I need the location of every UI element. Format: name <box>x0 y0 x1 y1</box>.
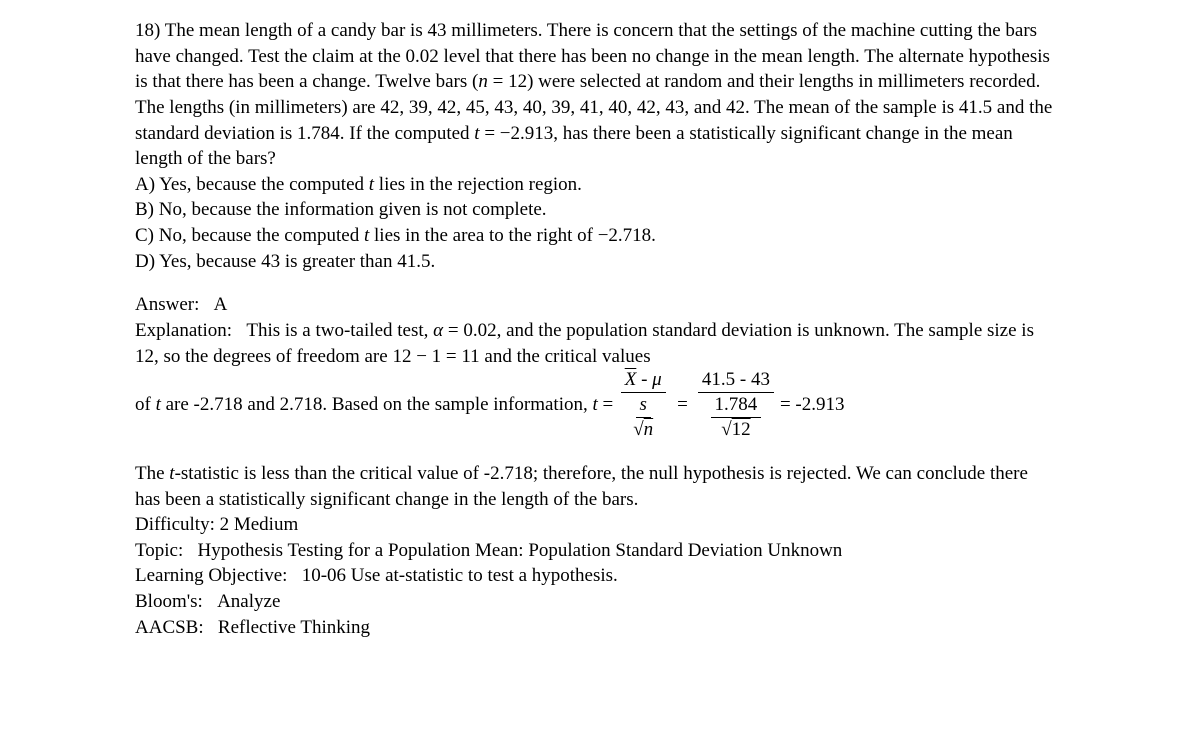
lo-label: Learning Objective: <box>135 565 287 586</box>
formula-section: of t are -2.718 and 2.718. Based on the … <box>135 369 1054 441</box>
lo-value: 10-06 Use at-statistic to test a hypothe… <box>302 565 618 586</box>
difficulty-line: Difficulty: 2 Medium <box>135 512 1054 538</box>
bloom-value: Analyze <box>217 591 280 612</box>
learning-objective-line: Learning Objective: 10-06 Use at-statist… <box>135 563 1054 589</box>
problem-text: 18) The mean length of a candy bar is 43… <box>135 18 1054 172</box>
difficulty-label: Difficulty: <box>135 514 215 535</box>
topic-label: Topic: <box>135 540 183 561</box>
explanation-text1: This is a two-tailed test, α = 0.02, and… <box>135 320 1034 367</box>
option-d: D) Yes, because 43 is greater than 41.5. <box>135 249 1054 275</box>
fraction-num1: X - μ <box>621 369 666 393</box>
question-number: 18) <box>135 20 160 41</box>
topic-line: Topic: Hypothesis Testing for a Populati… <box>135 538 1054 564</box>
option-c: C) No, because the computed t lies in th… <box>135 223 1054 249</box>
explanation-block: Explanation: This is a two-tailed test, … <box>135 318 1054 369</box>
fraction-symbolic: X - μ s √n <box>619 369 667 441</box>
problem-body: The mean length of a candy bar is 43 mil… <box>135 20 1052 169</box>
aacsb-line: AACSB: Reflective Thinking <box>135 615 1054 641</box>
difficulty-value: 2 Medium <box>220 514 299 535</box>
aacsb-value: Reflective Thinking <box>218 617 370 638</box>
fraction-numeric: 41.5 - 43 1.784 √12 <box>698 369 774 441</box>
topic-value: Hypothesis Testing for a Population Mean… <box>198 540 843 561</box>
question-block: 18) The mean length of a candy bar is 43… <box>135 18 1054 640</box>
option-a: A) Yes, because the computed t lies in t… <box>135 172 1054 198</box>
option-b: B) No, because the information given is … <box>135 197 1054 223</box>
answer-value: A <box>214 294 228 315</box>
formula-lead: of t are -2.718 and 2.718. Based on the … <box>135 392 613 418</box>
nested-fraction-2: 1.784 √12 <box>711 394 762 441</box>
explanation-label: Explanation: <box>135 320 232 341</box>
options-list: A) Yes, because the computed t lies in t… <box>135 172 1054 275</box>
formula-result: = -2.913 <box>780 392 845 418</box>
fraction-den2: 1.784 √12 <box>701 393 772 441</box>
conclusion-text: The t-statistic is less than the critica… <box>135 461 1054 512</box>
answer-label: Answer: <box>135 294 199 315</box>
aacsb-label: AACSB: <box>135 617 204 638</box>
equals-1: = <box>677 392 688 418</box>
bloom-line: Bloom's: Analyze <box>135 589 1054 615</box>
bloom-label: Bloom's: <box>135 591 203 612</box>
nested-fraction-1: s √n <box>629 394 657 441</box>
answer-line: Answer: A <box>135 292 1054 318</box>
fraction-den1: s √n <box>619 393 667 441</box>
fraction-num2: 41.5 - 43 <box>698 369 774 393</box>
